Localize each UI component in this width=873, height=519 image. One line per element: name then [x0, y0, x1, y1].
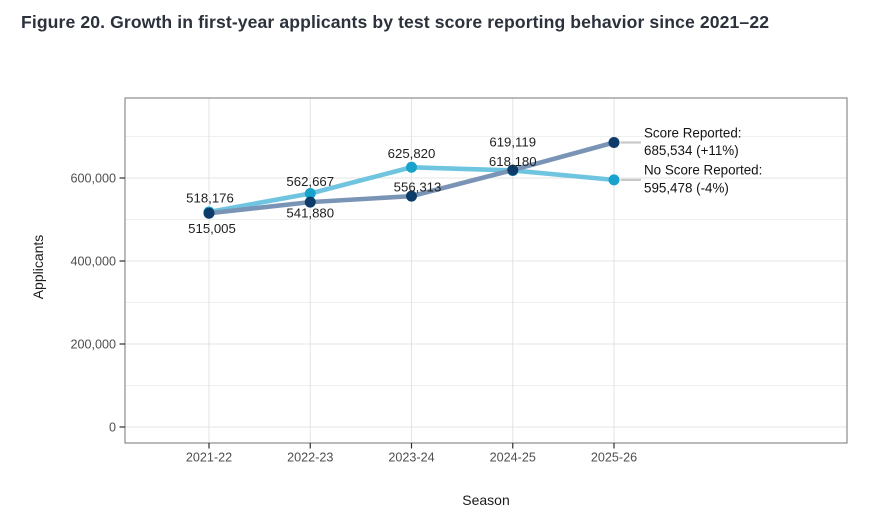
series-score-reported: [203, 137, 620, 219]
data-label: 619,119: [489, 135, 536, 150]
data-label: 618,180: [489, 154, 537, 169]
y-tick-label: 200,000: [70, 337, 116, 351]
series-end-label-no-score-reported: No Score Reported: 595,478 (-4%): [644, 163, 762, 196]
chart-panel: [125, 98, 847, 443]
data-point-score-reported-2023-24: [406, 190, 417, 202]
data-label: 556,313: [394, 180, 442, 195]
data-label: 518,176: [186, 191, 234, 206]
x-tick-label: 2024-25: [490, 451, 536, 465]
data-point-score-reported-2024-25: [507, 164, 519, 176]
x-axis-title: Season: [462, 492, 509, 508]
data-label: 541,880: [286, 206, 334, 221]
data-label: 562,667: [286, 174, 334, 189]
series-end-label-value: 685,534 (+11%): [644, 143, 739, 158]
x-tick-label: 2023-24: [388, 451, 434, 465]
series-end-label-score-reported: Score Reported: 685,534 (+11%): [644, 125, 742, 158]
data-point-score-reported-2021-22: [203, 207, 215, 219]
data-point-no-score-reported-2022-23: [304, 187, 316, 199]
figure-title: Figure 20. Growth in first-year applican…: [21, 12, 770, 32]
y-tick-label: 600,000: [70, 171, 116, 185]
data-labels: 515,005 541,880 556,313 619,119 518,176 562,6…: [186, 135, 536, 236]
data-point-no-score-reported-2023-24: [406, 161, 417, 173]
gridlines-vertical: [208, 98, 615, 443]
x-tick-label: 2025-26: [591, 451, 637, 465]
gridlines-minor: [125, 136, 847, 386]
y-tick-label: 0: [109, 420, 116, 434]
series-end-label-value: 595,478 (-4%): [644, 180, 729, 195]
y-tick-label: 400,000: [70, 254, 116, 268]
data-point-score-reported-2022-23: [304, 196, 316, 208]
axis-ticks: 0 200,000 400,000 600,000 2021-22 2022-23 2023…: [70, 171, 637, 464]
x-tick-label: 2022-23: [287, 451, 333, 465]
data-point-no-score-reported-2025-26: [608, 174, 620, 186]
series-end-label-name: No Score Reported:: [644, 163, 762, 178]
data-label: 515,005: [188, 221, 236, 236]
panel-border: [124, 97, 848, 444]
x-tick-label: 2021-22: [186, 451, 232, 465]
series-end-label-name: Score Reported:: [644, 125, 742, 140]
data-point-score-reported-2025-26: [608, 137, 620, 149]
y-axis-title: Applicants: [30, 235, 46, 300]
data-label: 625,820: [388, 146, 436, 161]
